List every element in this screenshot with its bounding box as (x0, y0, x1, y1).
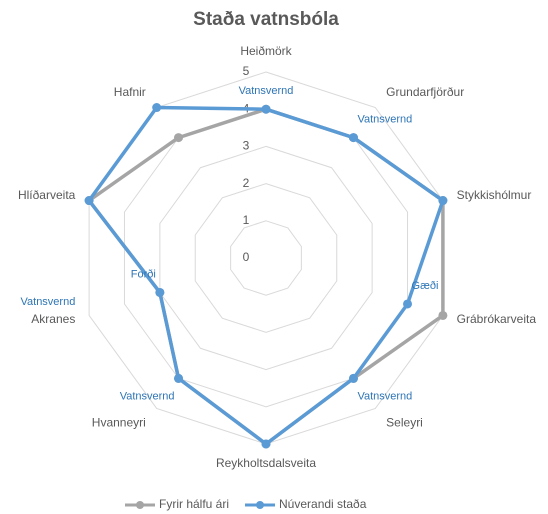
chart-title: Staða vatnsbóla (193, 9, 339, 30)
grid-ring (123, 108, 409, 408)
annotation: Vatnsvernd (357, 114, 412, 126)
series-point (261, 439, 271, 449)
legend-label: Núverandi staða (279, 497, 367, 511)
category-label: Akranes (31, 312, 75, 326)
r-tick-label: 1 (243, 213, 250, 227)
grid-ring (159, 145, 373, 371)
legend-marker (256, 501, 265, 509)
r-tick-label: 0 (243, 250, 250, 264)
legend-label: Fyrir hálfu ári (159, 497, 229, 511)
series-point (84, 196, 94, 206)
grid-ring (194, 183, 338, 333)
category-label: Stykkishólmur (457, 188, 532, 202)
series-point (152, 103, 162, 113)
category-label: Seleyri (386, 416, 423, 430)
series-point (438, 196, 448, 206)
series-point (403, 299, 413, 309)
series-point (155, 287, 165, 297)
annotation: Vatnsvernd (21, 296, 76, 308)
annotation: Forði (131, 268, 156, 280)
category-label: Hafnir (114, 85, 146, 99)
r-tick-label: 2 (243, 176, 250, 190)
series-point (348, 133, 358, 143)
legend-marker (136, 501, 144, 509)
annotation: Gæði (412, 280, 439, 292)
r-tick-label: 5 (243, 64, 250, 78)
category-label: Reykholtsdalsveita (216, 456, 316, 470)
series-point (174, 373, 184, 383)
annotation: Vatnsvernd (239, 85, 294, 97)
series-point (348, 373, 358, 383)
series-point (438, 310, 448, 320)
series-point (261, 104, 271, 114)
grid-ring (230, 220, 302, 296)
r-tick-label: 3 (243, 139, 250, 153)
annotation: Vatnsvernd (120, 390, 175, 402)
category-label: Hvanneyri (92, 416, 146, 430)
category-label: Heiðmörk (240, 44, 292, 58)
series-point (174, 133, 184, 143)
category-label: Grundarfjörður (386, 85, 464, 99)
category-label: Grábrókarveita (457, 312, 537, 326)
annotation: Vatnsvernd (357, 390, 412, 402)
category-label: Hlíðarveita (18, 188, 76, 202)
